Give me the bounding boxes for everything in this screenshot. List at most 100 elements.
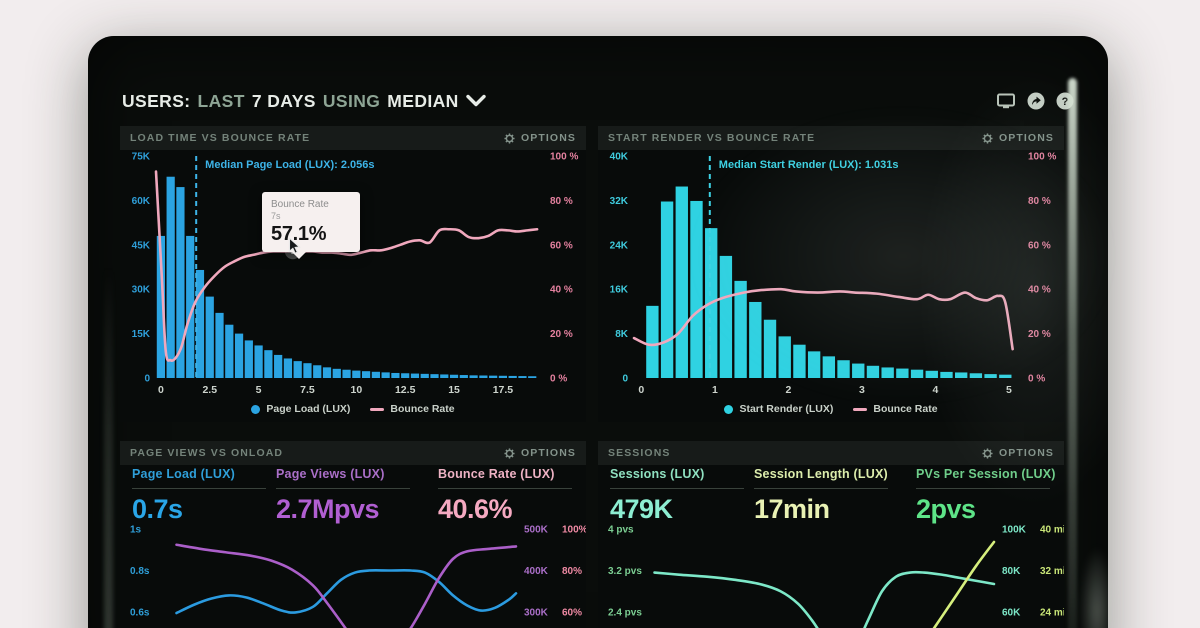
options-button[interactable]: OPTIONS: [504, 447, 576, 459]
metric-divider: [132, 488, 266, 489]
svg-text:2.5: 2.5: [202, 384, 217, 396]
svg-text:500K: 500K: [524, 525, 549, 536]
panel-header: SESSIONS OPTIONS: [598, 441, 1064, 465]
svg-text:15K: 15K: [132, 329, 151, 340]
svg-text:32K: 32K: [610, 196, 629, 207]
panel-load-time-vs-bounce-rate: LOAD TIME VS BOUNCE RATE OPTIONS 75K 60K 4…: [120, 126, 586, 422]
svg-text:5: 5: [1006, 384, 1012, 396]
metric-divider: [754, 488, 888, 489]
chart-legend: Start Render (LUX) Bounce Rate: [598, 396, 1064, 422]
svg-text:16K: 16K: [610, 285, 629, 296]
monitor-icon[interactable]: [996, 93, 1016, 109]
svg-text:12.5: 12.5: [395, 384, 416, 396]
panel-title: START RENDER VS BOUNCE RATE: [608, 132, 816, 144]
svg-text:40 min: 40 min: [1040, 525, 1064, 536]
svg-text:24K: 24K: [610, 240, 629, 251]
svg-text:60%: 60%: [562, 608, 582, 619]
svg-text:0: 0: [144, 374, 150, 385]
share-icon[interactable]: [1027, 92, 1045, 110]
svg-text:40 %: 40 %: [550, 285, 573, 296]
svg-text:100K: 100K: [1002, 525, 1027, 536]
legend-page-load[interactable]: Page Load (LUX): [251, 403, 350, 415]
gear-icon: [504, 447, 515, 459]
metric-divider: [610, 488, 744, 489]
panel-title: LOAD TIME VS BOUNCE RATE: [130, 132, 311, 144]
svg-text:7.5: 7.5: [300, 384, 315, 396]
svg-text:80 %: 80 %: [1028, 196, 1051, 207]
svg-text:4: 4: [933, 384, 939, 396]
svg-text:60 %: 60 %: [1028, 240, 1051, 251]
panel-header: START RENDER VS BOUNCE RATE OPTIONS: [598, 126, 1064, 150]
svg-text:20 %: 20 %: [1028, 329, 1051, 340]
metric-divider: [916, 488, 1050, 489]
load-time-histogram-chart[interactable]: 75K 60K 45K 30K 15K 0 100 % 80 % 60 % 40 % 20 % 0 %…: [120, 150, 586, 397]
svg-text:0: 0: [638, 384, 644, 396]
legend-line-marker: [853, 407, 868, 411]
header-median: MEDIAN: [387, 90, 459, 111]
svg-text:1s: 1s: [130, 525, 142, 536]
panel-page-views-vs-onload: PAGE VIEWS VS ONLOAD OPTIONS Page Load (…: [120, 441, 586, 628]
page-views-line-chart[interactable]: 1s 500K 100% 0.8s 400K 80% 0.6s 300K 60%: [120, 521, 586, 628]
legend-dot-marker: [251, 404, 261, 414]
svg-text:40 %: 40 %: [1028, 285, 1051, 296]
svg-text:4 pvs: 4 pvs: [608, 525, 634, 536]
sessions-line-chart[interactable]: 4 pvs 100K 40 min 3.2 pvs 80K 32 min 2.4 pvs 60…: [598, 521, 1064, 628]
tooltip-subtitle: 7s: [271, 211, 281, 221]
svg-text:0: 0: [622, 374, 628, 385]
users-range-dropdown[interactable]: USERS: LAST 7 DAYS USING MEDIAN: [122, 91, 486, 112]
start-render-histogram-chart[interactable]: 40K 32K 24K 16K 8K 0 100 % 80 % 60 % 40 % 20 % 0 % 0…: [598, 150, 1064, 397]
legend-line-marker: [370, 407, 385, 411]
options-button[interactable]: OPTIONS: [504, 132, 576, 144]
svg-text:60K: 60K: [132, 196, 151, 207]
svg-text:0.8s: 0.8s: [130, 566, 150, 577]
panel-header: PAGE VIEWS VS ONLOAD OPTIONS: [120, 441, 586, 465]
metric-page-views: Page Views (LUX) 2.7Mpvs: [276, 467, 422, 525]
metric-sessions: Sessions (LUX) 479K: [610, 467, 756, 525]
svg-text:Median Page Load (LUX): 2.056s: Median Page Load (LUX): 2.056s: [205, 159, 374, 171]
legend-bounce-rate[interactable]: Bounce Rate: [370, 403, 455, 415]
svg-text:2.4 pvs: 2.4 pvs: [608, 608, 642, 619]
legend-start-render[interactable]: Start Render (LUX): [724, 403, 833, 415]
screen-glare: [1068, 78, 1077, 628]
metric-page-load: Page Load (LUX) 0.7s: [132, 467, 278, 525]
svg-text:100 %: 100 %: [1028, 152, 1056, 163]
svg-text:400K: 400K: [524, 566, 549, 577]
svg-text:2: 2: [785, 384, 791, 396]
svg-text:45K: 45K: [132, 240, 151, 251]
svg-text:20 %: 20 %: [550, 329, 573, 340]
header-users: USERS:: [122, 90, 191, 111]
svg-text:32 min: 32 min: [1040, 566, 1064, 577]
svg-text:8K: 8K: [615, 329, 629, 340]
svg-text:3: 3: [859, 384, 865, 396]
svg-text:75K: 75K: [132, 152, 151, 163]
svg-text:80 %: 80 %: [550, 196, 573, 207]
svg-text:15: 15: [448, 384, 460, 396]
legend-bounce-rate[interactable]: Bounce Rate: [853, 403, 938, 415]
metric-bounce-rate: Bounce Rate (LUX) 40.6%: [438, 467, 584, 525]
svg-text:10: 10: [350, 384, 362, 396]
svg-text:0 %: 0 %: [1028, 374, 1045, 385]
panel-start-render-vs-bounce-rate: START RENDER VS BOUNCE RATE OPTIONS 40K 3…: [598, 126, 1064, 422]
svg-text:3.2 pvs: 3.2 pvs: [608, 566, 642, 577]
svg-text:24 min: 24 min: [1040, 608, 1064, 619]
svg-text:30K: 30K: [132, 285, 151, 296]
gear-icon: [982, 132, 993, 144]
options-button[interactable]: OPTIONS: [982, 447, 1054, 459]
header-using: USING: [322, 90, 381, 111]
gear-icon: [504, 132, 515, 144]
help-icon[interactable]: ?: [1056, 92, 1074, 110]
panel-sessions: SESSIONS OPTIONS Sessions (LUX) 479K Ses…: [598, 441, 1064, 628]
metric-session-length: Session Length (LUX) 17min: [754, 467, 888, 524]
metric-divider: [276, 488, 410, 489]
svg-text:?: ?: [1062, 96, 1069, 108]
svg-text:0 %: 0 %: [550, 374, 567, 385]
svg-text:100%: 100%: [562, 525, 586, 536]
options-button[interactable]: OPTIONS: [982, 132, 1054, 144]
svg-text:Median Start Render (LUX): 1.0: Median Start Render (LUX): 1.031s: [719, 159, 899, 171]
svg-text:60 %: 60 %: [550, 240, 573, 251]
svg-text:17.5: 17.5: [493, 384, 514, 396]
svg-text:80K: 80K: [1002, 566, 1021, 577]
gear-icon: [982, 447, 993, 459]
legend-dot-marker: [724, 404, 734, 414]
hover-tooltip: Bounce Rate 7s 57.1%: [262, 192, 360, 259]
